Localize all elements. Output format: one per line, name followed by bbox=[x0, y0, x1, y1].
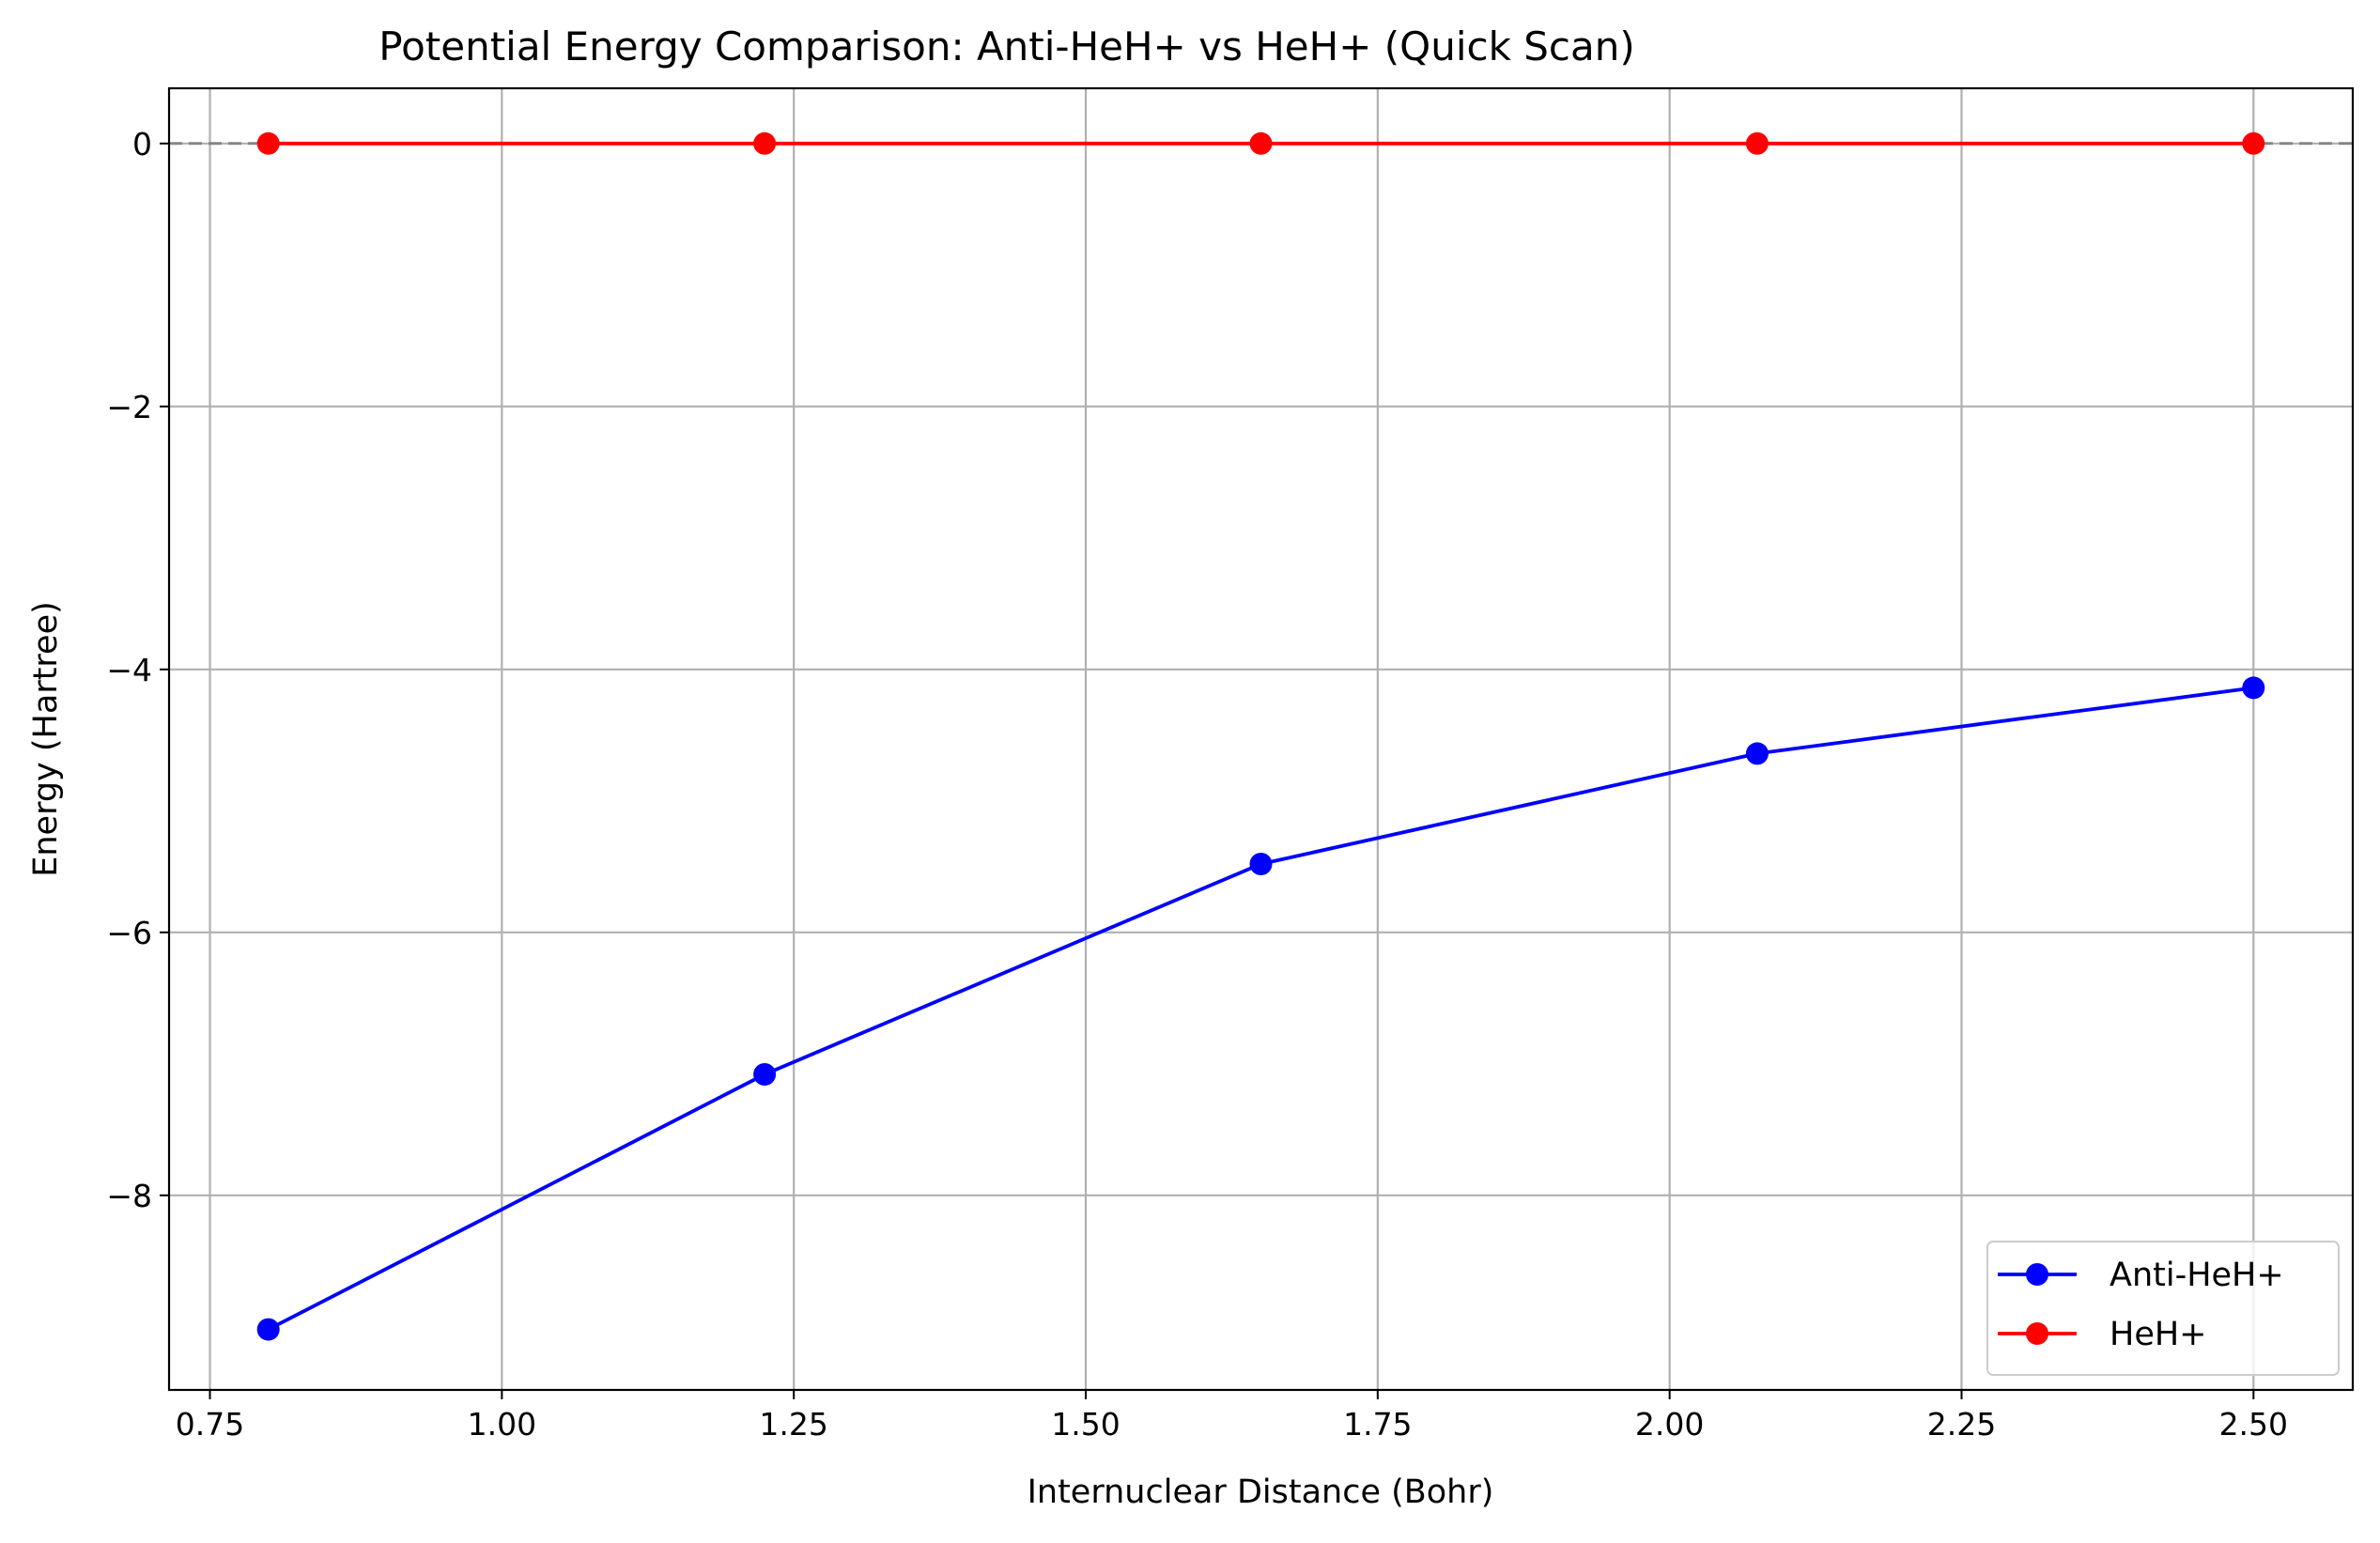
y-tick-label: 0 bbox=[132, 126, 152, 162]
data-point bbox=[753, 131, 777, 155]
y-tick-label: −4 bbox=[106, 652, 152, 688]
x-tick-label: 1.75 bbox=[1343, 1406, 1412, 1443]
axes-frame bbox=[167, 86, 2355, 1392]
y-tick-label: −2 bbox=[106, 389, 152, 425]
data-point bbox=[256, 1318, 280, 1341]
y-axis-ticks: 0 −2 −4 −6 −8 bbox=[106, 126, 169, 1214]
legend-label-heh: HeH+ bbox=[2110, 1316, 2207, 1353]
x-tick-label: 1.50 bbox=[1051, 1406, 1120, 1443]
data-point bbox=[2242, 131, 2265, 155]
x-tick-label: 1.25 bbox=[759, 1406, 827, 1443]
x-tick-label: 2.00 bbox=[1635, 1406, 1704, 1443]
legend-marker-heh bbox=[2026, 1322, 2048, 1345]
x-tick-label: 2.50 bbox=[2219, 1406, 2288, 1443]
data-point bbox=[2242, 676, 2265, 700]
legend-label-anti-heh: Anti-HeH+ bbox=[2110, 1257, 2284, 1294]
series-1 bbox=[256, 131, 2265, 155]
data-point bbox=[1249, 131, 1273, 155]
legend-marker-anti-heh bbox=[2026, 1263, 2048, 1286]
data-point bbox=[1745, 131, 1769, 155]
data-point bbox=[1249, 853, 1273, 875]
series-layer bbox=[256, 131, 2265, 1341]
data-point bbox=[1745, 742, 1769, 765]
data-point bbox=[256, 131, 280, 155]
x-tick-label: 0.75 bbox=[176, 1406, 244, 1443]
y-tick-label: −8 bbox=[106, 1178, 152, 1214]
y-tick-label: −6 bbox=[106, 915, 152, 951]
chart-title: Potential Energy Comparison: Anti-HeH+ v… bbox=[379, 23, 1635, 69]
x-axis-ticks: 0.75 1.00 1.25 1.50 1.75 2.00 2.25 2.50 bbox=[176, 1390, 2288, 1443]
series-0 bbox=[256, 676, 2265, 1341]
x-tick-label: 1.00 bbox=[468, 1406, 536, 1443]
y-axis-label: Energy (Hartree) bbox=[27, 601, 65, 877]
x-axis-label: Internuclear Distance (Bohr) bbox=[1028, 1474, 1494, 1511]
legend: Anti-HeH+ HeH+ bbox=[1986, 1241, 2340, 1376]
x-tick-label: 2.25 bbox=[1927, 1406, 1996, 1443]
data-point bbox=[753, 1063, 777, 1086]
